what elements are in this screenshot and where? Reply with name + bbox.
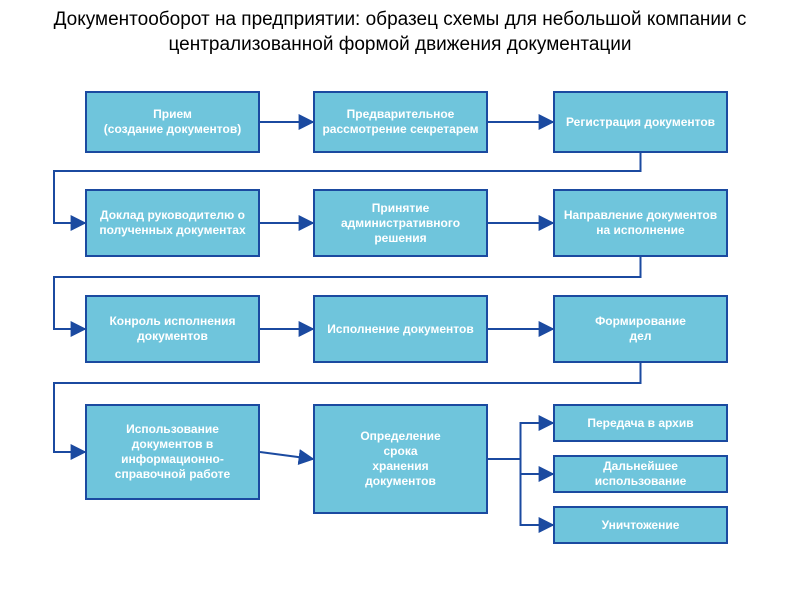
flow-node-label: Доклад руководителю о полученных докумен… — [93, 208, 252, 238]
flow-node-n12: Передача в архив — [553, 404, 728, 442]
flow-edge — [260, 452, 313, 459]
flow-node-n13: Дальнейшее использование — [553, 455, 728, 493]
page-title: Документооборот на предприятии: образец … — [0, 0, 800, 61]
flow-node-label: Конроль исполнения документов — [93, 314, 252, 344]
flow-node-n2: Предварительное рассмотрение секретарем — [313, 91, 488, 153]
flow-node-n4: Доклад руководителю о полученных докумен… — [85, 189, 260, 257]
flow-node-label: Передача в архив — [587, 416, 693, 431]
flow-node-label: Предварительное рассмотрение секретарем — [321, 107, 480, 137]
flow-node-label: Дальнейшее использование — [561, 459, 720, 489]
flowchart-diagram: Прием (создание документов) Предварительн… — [0, 61, 800, 601]
flow-node-label: Определение срока хранения документов — [360, 429, 440, 489]
flow-node-label: Уничтожение — [602, 518, 680, 533]
flow-node-n14: Уничтожение — [553, 506, 728, 544]
flow-node-n6: Направление документов на исполнение — [553, 189, 728, 257]
flow-node-n10: Использование документов в информационно… — [85, 404, 260, 500]
flow-node-label: Исполнение документов — [327, 322, 473, 337]
flow-node-label: Прием (создание документов) — [104, 107, 241, 137]
flow-node-label: Направление документов на исполнение — [561, 208, 720, 238]
flow-node-n3: Регистрация документов — [553, 91, 728, 153]
flow-node-n7: Конроль исполнения документов — [85, 295, 260, 363]
flow-node-label: Формирование дел — [595, 314, 686, 344]
flow-node-label: Регистрация документов — [566, 115, 715, 130]
flow-node-n8: Исполнение документов — [313, 295, 488, 363]
flow-edge — [488, 459, 553, 474]
flow-node-label: Использование документов в информационно… — [93, 422, 252, 482]
flow-node-n9: Формирование дел — [553, 295, 728, 363]
flow-edge — [488, 459, 553, 525]
flow-node-n1: Прием (создание документов) — [85, 91, 260, 153]
flow-node-n5: Принятие административного решения — [313, 189, 488, 257]
flow-edge — [488, 423, 553, 459]
flow-node-label: Принятие административного решения — [321, 201, 480, 246]
flow-node-n11: Определение срока хранения документов — [313, 404, 488, 514]
